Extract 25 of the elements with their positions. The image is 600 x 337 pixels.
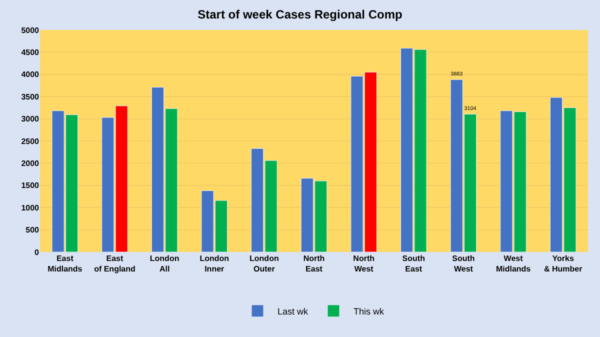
y-tick-label: 1500 bbox=[21, 181, 40, 190]
legend-label: This wk bbox=[354, 306, 385, 316]
x-tick-label: London Outer bbox=[250, 254, 279, 274]
x-tick-label: East of England bbox=[94, 254, 136, 274]
x-tick-label: London Inner bbox=[200, 254, 230, 274]
x-tick-label: North West bbox=[353, 254, 375, 274]
y-tick-label: 0 bbox=[34, 248, 40, 257]
x-tick-label: South West bbox=[452, 254, 475, 274]
x-tick-label: East Midlands bbox=[48, 254, 83, 274]
y-tick-label: 1000 bbox=[21, 203, 40, 212]
y-tick-label: 4000 bbox=[21, 70, 40, 80]
chart-title: Start of week Cases Regional Comp bbox=[198, 8, 402, 22]
y-tick-label: 4500 bbox=[21, 48, 40, 57]
y-tick-label: 2500 bbox=[21, 136, 40, 146]
y-tick-label: 3000 bbox=[21, 114, 40, 124]
x-tick-label: South East bbox=[402, 254, 426, 274]
y-tick-label: 2000 bbox=[21, 159, 40, 168]
x-tick-label: North East bbox=[303, 254, 325, 274]
legend-label: Last wk bbox=[278, 306, 309, 316]
y-tick-label: 500 bbox=[26, 226, 40, 235]
y-tick-label: 5000 bbox=[21, 26, 40, 35]
x-tick-label: London All bbox=[150, 254, 180, 274]
y-tick-label: 3500 bbox=[21, 92, 40, 102]
x-tick-label: West Midlands bbox=[496, 254, 532, 274]
x-tick-label: Yorks & Humber bbox=[544, 254, 582, 274]
